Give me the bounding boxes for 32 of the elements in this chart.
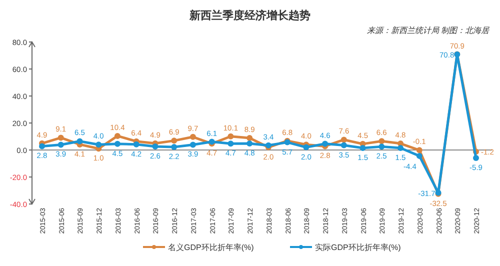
point (39, 143, 45, 150)
point (190, 142, 196, 148)
point (322, 140, 328, 147)
point (360, 144, 366, 151)
point (76, 138, 83, 144)
point (96, 142, 102, 148)
point (171, 138, 178, 144)
point (152, 143, 158, 150)
point (171, 144, 178, 150)
point (190, 134, 196, 140)
point (246, 134, 253, 141)
point (416, 147, 422, 154)
point (58, 142, 64, 148)
point (416, 152, 422, 159)
legend-label: 实际GDP环比折年率(%) (315, 243, 402, 252)
point (133, 141, 140, 148)
point (114, 140, 120, 147)
point (228, 133, 234, 140)
point (303, 144, 310, 150)
point (378, 138, 385, 144)
chart-title: 新西兰季度经济增长趋势 (188, 9, 310, 22)
point (58, 134, 64, 141)
point (378, 144, 385, 150)
point (114, 132, 120, 139)
point (340, 142, 347, 148)
source-note: 来源：新西兰统计局 制图：北海居 (366, 26, 490, 35)
point (340, 136, 347, 143)
point (228, 140, 234, 147)
legend-label: 名义GDP环比折年率(%) (168, 243, 254, 252)
point (246, 140, 253, 147)
point (398, 144, 404, 151)
point (473, 154, 479, 161)
